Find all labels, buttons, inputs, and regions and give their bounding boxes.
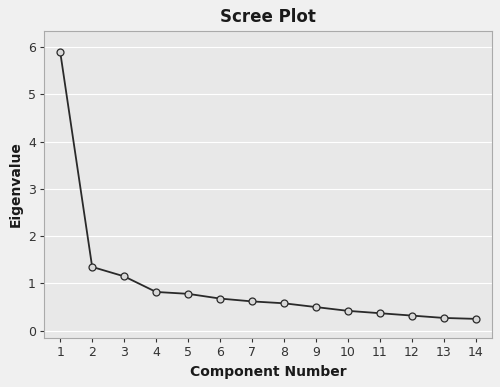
X-axis label: Component Number: Component Number (190, 365, 346, 378)
Y-axis label: Eigenvalue: Eigenvalue (8, 141, 22, 227)
Title: Scree Plot: Scree Plot (220, 9, 316, 26)
